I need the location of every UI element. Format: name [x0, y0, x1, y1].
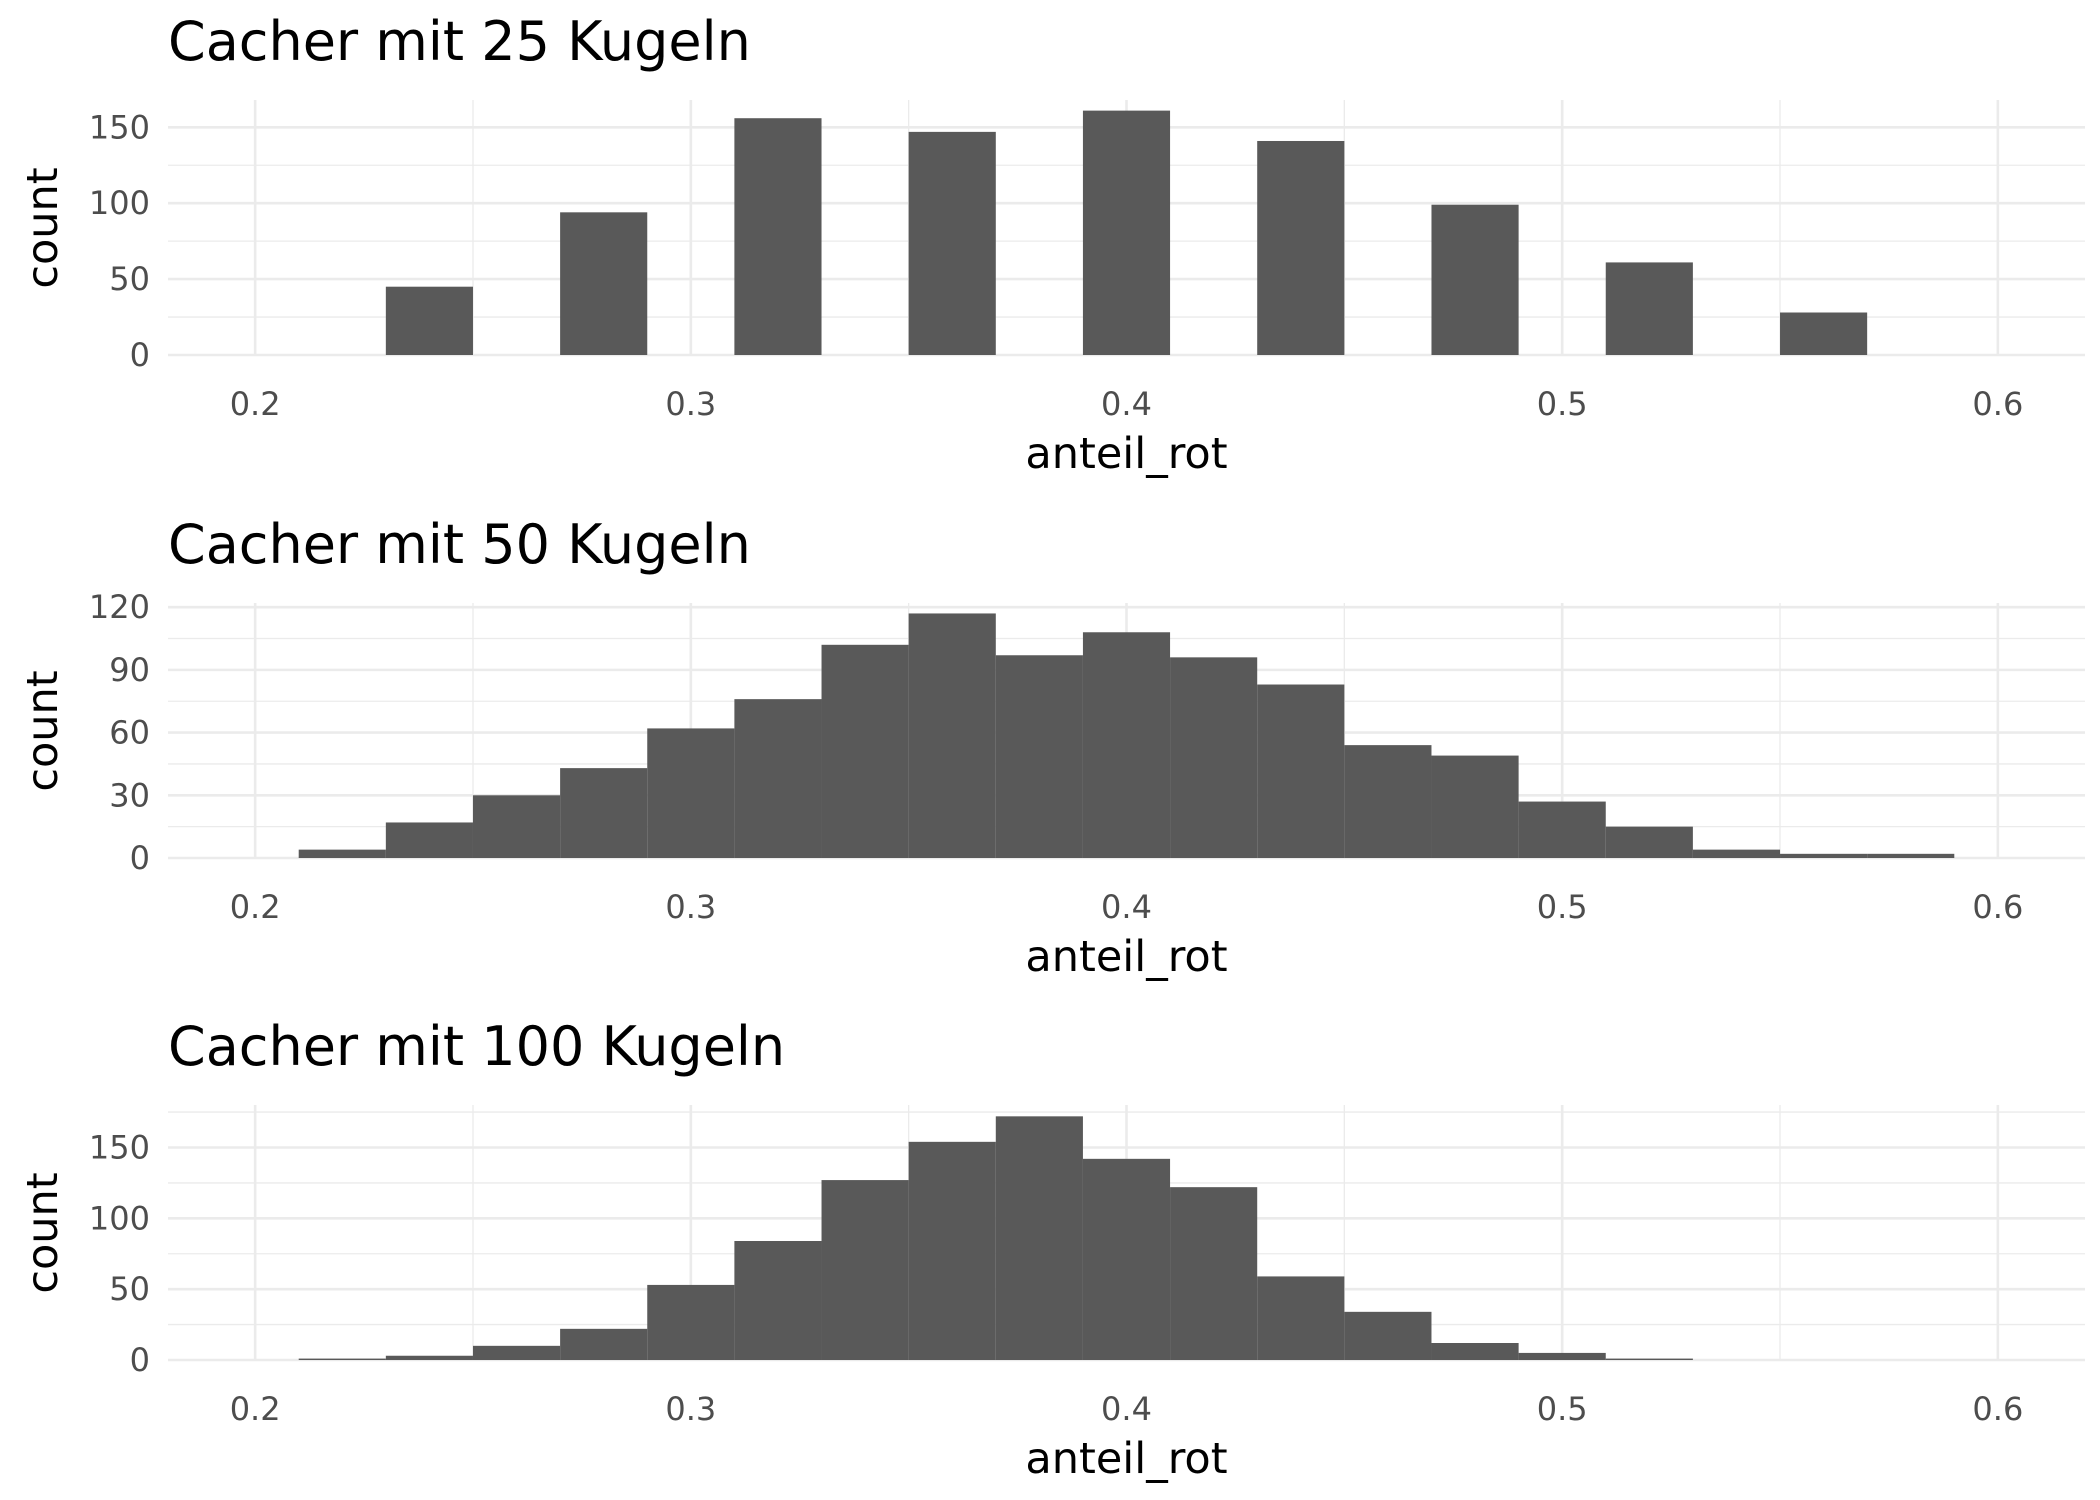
histogram-bars [298, 1116, 1693, 1360]
histogram-bar [734, 118, 822, 355]
histogram-bar [472, 1345, 561, 1360]
histogram-bar [1082, 110, 1171, 355]
histogram-bar [1780, 312, 1868, 355]
histogram-bar [560, 1328, 648, 1360]
x-tick-label: 0.4 [1101, 1390, 1152, 1428]
histogram-bars [385, 110, 1868, 355]
histogram-bar [560, 212, 648, 355]
x-tick-label: 0.6 [1972, 385, 2023, 423]
y-tick-label: 150 [89, 1129, 150, 1167]
y-axis-title: count [18, 167, 68, 288]
histogram-panel: 0 30 60 90 120 0.2 0.3 0.4 0.5 0.6 Cacher mit 50 K… [18, 513, 2085, 982]
histogram-bar [908, 131, 996, 355]
x-tick-label: 0.2 [230, 888, 281, 926]
x-tick-label: 0.3 [665, 888, 716, 926]
x-tick-label: 0.6 [1972, 1390, 2023, 1428]
histogram-panel: 0 50 100 150 0.2 0.3 0.4 0.5 0.6 Cacher mit 100 K… [18, 1015, 2085, 1484]
x-axis-title: anteil_rot [1025, 1434, 1227, 1484]
histogram-bar [1605, 262, 1693, 355]
x-tick-label: 0.3 [665, 385, 716, 423]
histogram-bar [647, 728, 735, 858]
histogram-bar [1605, 826, 1693, 858]
y-tick-label: 100 [89, 184, 150, 222]
histogram-bar [821, 644, 909, 858]
x-tick-label: 0.3 [665, 1390, 716, 1428]
histogram-bar [908, 613, 996, 858]
y-tick-label: 50 [109, 1270, 150, 1308]
y-tick-label: 150 [89, 108, 150, 146]
histogram-bar [1692, 849, 1781, 858]
histogram-bar [1431, 204, 1519, 355]
histogram-bar [298, 1358, 386, 1360]
histogram-bar [1518, 801, 1606, 858]
x-tick-label: 0.6 [1972, 888, 2023, 926]
histogram-bar [1344, 745, 1432, 858]
histogram-bar [1431, 755, 1519, 858]
histogram-bar [647, 1284, 735, 1360]
chart-title: Cacher mit 100 Kugeln [168, 1015, 785, 1078]
x-tick-label: 0.5 [1537, 1390, 1588, 1428]
histogram-bar [1082, 632, 1171, 858]
histogram-bar [1170, 657, 1258, 858]
x-axis-title: anteil_rot [1025, 932, 1227, 982]
y-tick-label: 0 [130, 336, 150, 374]
histogram-bar [1605, 1358, 1693, 1360]
histogram-bar [385, 1355, 473, 1360]
y-tick-label: 50 [109, 260, 150, 298]
histogram-bars [298, 613, 1955, 858]
x-axis-title: anteil_rot [1025, 429, 1227, 479]
histogram-bar [1867, 853, 1955, 858]
histogram-bar [560, 768, 648, 858]
histogram-bar [385, 286, 473, 355]
y-axis-title: count [18, 670, 68, 791]
x-tick-label: 0.4 [1101, 385, 1152, 423]
chart-title: Cacher mit 25 Kugeln [168, 10, 751, 73]
histogram-bar [908, 1141, 996, 1360]
histogram-bar [995, 655, 1083, 858]
histogram-bar [472, 795, 561, 858]
histogram-panel: 0 50 100 150 0.2 0.3 0.4 0.5 0.6 Cacher mit 25 Ku… [18, 10, 2085, 479]
x-tick-label: 0.2 [230, 385, 281, 423]
histogram-bar [734, 699, 822, 858]
histogram-bar [1082, 1158, 1171, 1360]
histogram-bar [1518, 1352, 1606, 1360]
histogram-bar [385, 822, 473, 858]
chart-title: Cacher mit 50 Kugeln [168, 513, 751, 576]
y-tick-label: 90 [109, 651, 150, 689]
y-tick-label: 100 [89, 1199, 150, 1237]
histogram-bar [298, 849, 386, 858]
histogram-bar [1257, 140, 1345, 355]
histogram-bar [1431, 1343, 1519, 1360]
y-tick-label: 60 [109, 714, 150, 752]
y-tick-label: 120 [89, 588, 150, 626]
y-axis-title: count [18, 1172, 68, 1293]
histogram-bar [1170, 1187, 1258, 1360]
x-tick-label: 0.5 [1537, 385, 1588, 423]
x-tick-label: 0.4 [1101, 888, 1152, 926]
y-tick-label: 0 [130, 1341, 150, 1379]
histogram-bar [995, 1116, 1083, 1360]
histogram-bar [734, 1241, 822, 1360]
histogram-bar [1257, 1276, 1345, 1360]
y-tick-label: 30 [109, 776, 150, 814]
x-tick-label: 0.2 [230, 1390, 281, 1428]
histogram-bar [821, 1180, 909, 1360]
y-tick-label: 0 [130, 839, 150, 877]
histogram-bar [1344, 1311, 1432, 1360]
histogram-bar [1257, 684, 1345, 858]
x-tick-label: 0.5 [1537, 888, 1588, 926]
histogram-bar [1780, 853, 1868, 858]
